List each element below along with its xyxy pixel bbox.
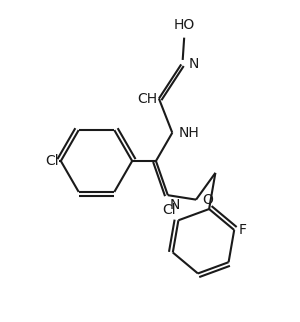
Text: HO: HO (174, 18, 195, 32)
Text: CH: CH (137, 91, 158, 106)
Text: Cl: Cl (46, 154, 59, 168)
Text: O: O (202, 193, 213, 207)
Text: N: N (169, 198, 180, 212)
Text: Cl: Cl (162, 203, 176, 217)
Text: F: F (239, 223, 247, 237)
Text: NH: NH (178, 126, 199, 140)
Text: N: N (189, 57, 199, 71)
